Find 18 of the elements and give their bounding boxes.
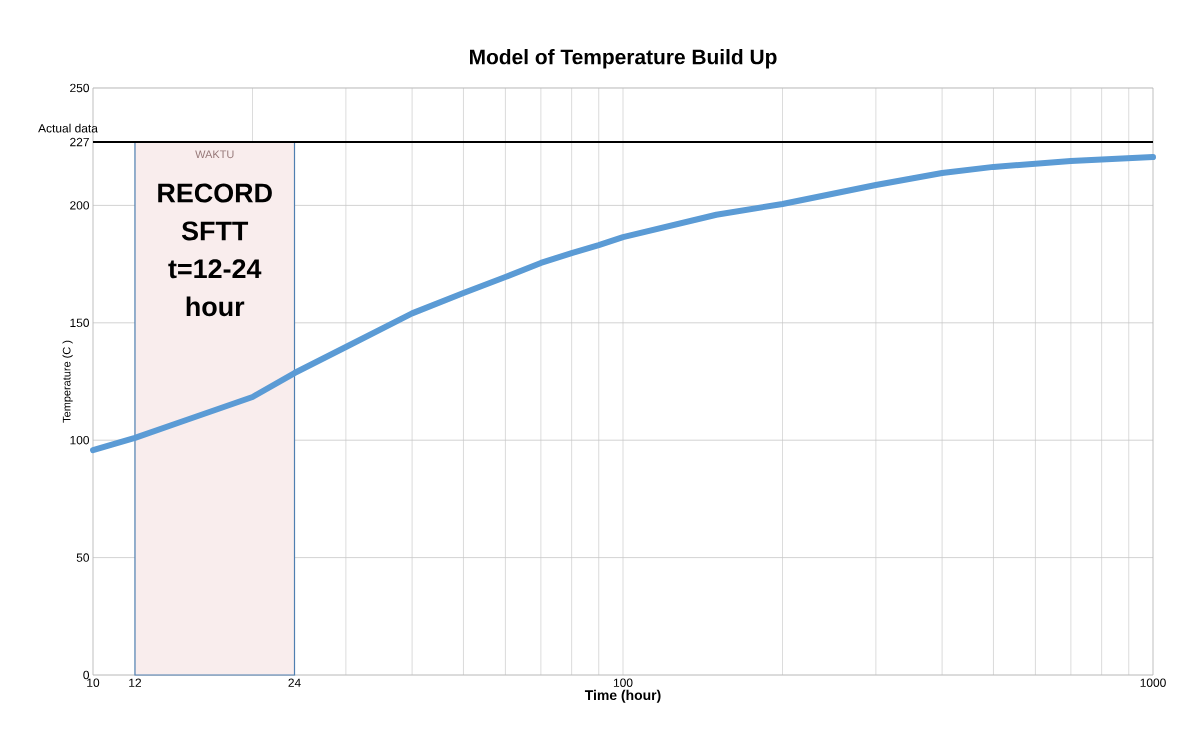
x-tick-label: 100 xyxy=(613,678,633,687)
x-tick-label: 24 xyxy=(288,678,301,687)
y-tick-label: 250 xyxy=(70,83,90,93)
ref-line-label: Actual data xyxy=(38,123,98,133)
y-tick-label: 0 xyxy=(83,670,90,680)
y-tick-label: 50 xyxy=(76,553,90,562)
chart-title: Model of Temperature Build Up xyxy=(470,49,777,69)
x-tick-label: 12 xyxy=(129,678,142,687)
y-tick-label: 200 xyxy=(70,201,90,210)
y-tick-label: 150 xyxy=(70,318,90,328)
x-tick-label: 10 xyxy=(87,678,100,687)
annotation: WAKTU xyxy=(195,150,234,159)
y-axis-title: Temperature (C ) xyxy=(62,340,73,423)
x-axis-title: Time (hour) xyxy=(584,689,661,703)
band-label: RECORD SFTT t=12-24 hour xyxy=(158,183,272,317)
y-tick-label: 227 xyxy=(70,137,89,147)
y-tick-label: 100 xyxy=(70,435,90,445)
x-tick-label: 1000 xyxy=(1140,678,1166,687)
